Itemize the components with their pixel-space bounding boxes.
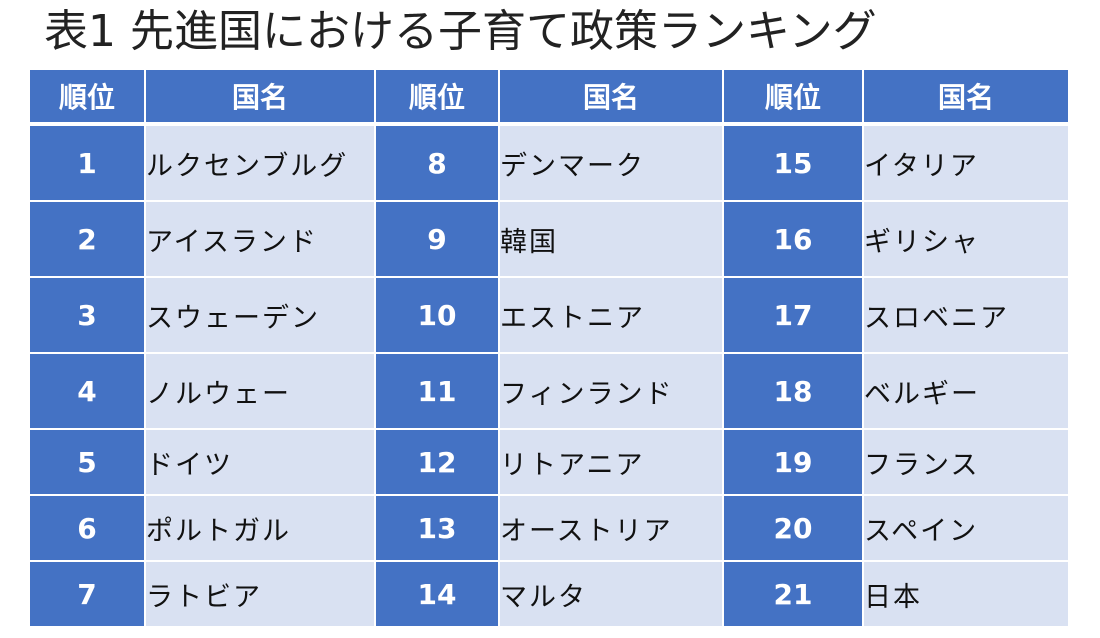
country-cell: アイスランド: [144, 200, 376, 278]
table-row: 3 スウェーデン 10 エストニア 17 スロベニア: [28, 276, 1070, 354]
country-cell: デンマーク: [498, 123, 724, 202]
rank-cell: 6: [28, 494, 146, 562]
rank-cell: 4: [28, 352, 146, 430]
table-row: 2 アイスランド 9 韓国 16 ギリシャ: [28, 200, 1070, 278]
column-header-rank: 順位: [28, 68, 146, 126]
country-cell: ノルウェー: [144, 352, 376, 430]
table-row: 7 ラトビア 14 マルタ 21 日本: [28, 560, 1070, 628]
rank-cell: 13: [374, 494, 500, 562]
country-cell: エストニア: [498, 276, 724, 354]
rank-cell: 15: [722, 123, 864, 202]
country-cell: スペイン: [862, 494, 1070, 562]
country-cell: ルクセンブルグ: [144, 123, 376, 202]
country-cell: ラトビア: [144, 560, 376, 628]
country-cell: マルタ: [498, 560, 724, 628]
table-header-row: 順位 国名 順位 国名 順位 国名: [28, 68, 1070, 126]
rank-cell: 21: [722, 560, 864, 628]
rank-cell: 14: [374, 560, 500, 628]
country-cell: ポルトガル: [144, 494, 376, 562]
rank-cell: 16: [722, 200, 864, 278]
country-cell: リトアニア: [498, 428, 724, 496]
column-header-country: 国名: [498, 68, 724, 126]
table-row: 6 ポルトガル 13 オーストリア 20 スペイン: [28, 494, 1070, 562]
rank-cell: 1: [28, 123, 146, 202]
table-row: 5 ドイツ 12 リトアニア 19 フランス: [28, 428, 1070, 496]
column-header-rank: 順位: [374, 68, 500, 126]
country-cell: スウェーデン: [144, 276, 376, 354]
rank-cell: 7: [28, 560, 146, 628]
country-cell: ギリシャ: [862, 200, 1070, 278]
rank-cell: 12: [374, 428, 500, 496]
country-cell: 韓国: [498, 200, 724, 278]
country-cell: ドイツ: [144, 428, 376, 496]
country-cell: フィンランド: [498, 352, 724, 430]
rank-cell: 11: [374, 352, 500, 430]
rank-cell: 17: [722, 276, 864, 354]
country-cell: オーストリア: [498, 494, 724, 562]
rank-cell: 3: [28, 276, 146, 354]
rank-cell: 9: [374, 200, 500, 278]
table-row: 4 ノルウェー 11 フィンランド 18 ベルギー: [28, 352, 1070, 430]
table-row: 1 ルクセンブルグ 8 デンマーク 15 イタリア: [28, 123, 1070, 202]
rank-cell: 8: [374, 123, 500, 202]
ranking-table: 順位 国名 順位 国名 順位 国名 1 ルクセンブルグ 8 デンマーク 15 イ…: [28, 68, 1070, 628]
column-header-country: 国名: [144, 68, 376, 126]
rank-cell: 18: [722, 352, 864, 430]
page-title: 表1 先進国における子育て政策ランキング: [44, 6, 877, 57]
country-cell: ベルギー: [862, 352, 1070, 430]
rank-cell: 20: [722, 494, 864, 562]
country-cell: スロベニア: [862, 276, 1070, 354]
country-cell: 日本: [862, 560, 1070, 628]
rank-cell: 2: [28, 200, 146, 278]
column-header-country: 国名: [862, 68, 1070, 126]
rank-cell: 5: [28, 428, 146, 496]
column-header-rank: 順位: [722, 68, 864, 126]
country-cell: フランス: [862, 428, 1070, 496]
country-cell: イタリア: [862, 123, 1070, 202]
rank-cell: 19: [722, 428, 864, 496]
rank-cell: 10: [374, 276, 500, 354]
